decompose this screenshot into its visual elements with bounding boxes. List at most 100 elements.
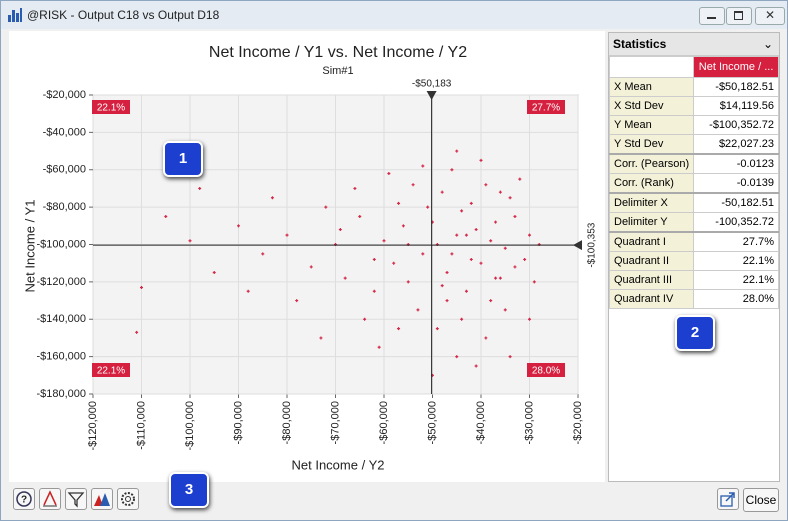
point — [372, 289, 376, 293]
stat-row: Corr. (Rank) -0.0139 — [608, 173, 779, 194]
chart: Net Income / Y1 vs. Net Income / Y2 Sim#… — [9, 31, 605, 482]
x-tick-label: -$70,000 — [329, 401, 341, 444]
delimiter-y-label: -$100,353 — [587, 222, 598, 267]
statistics-table: Net Income / ... X Mean -$50,182.51 X Std … — [608, 56, 779, 309]
x-tick-label: -$30,000 — [523, 401, 535, 444]
stat-value: -50,182.51 — [693, 192, 779, 213]
point — [455, 233, 459, 237]
stat-value: -$100,352.72 — [693, 115, 779, 135]
point — [503, 246, 507, 250]
point — [421, 164, 425, 168]
y-axis-label: Net Income / Y1 — [22, 200, 37, 293]
stat-row: Quadrant IV 28.0% — [608, 289, 779, 309]
quadrant-badge — [92, 100, 130, 114]
point — [164, 214, 168, 218]
stat-row: Quadrant II 22.1% — [608, 251, 779, 271]
stat-value: -0.0139 — [693, 173, 779, 194]
point — [513, 265, 517, 269]
point — [440, 284, 444, 288]
stat-label: Quadrant II — [608, 251, 695, 271]
stat-row: Quadrant III 22.1% — [608, 270, 779, 290]
point — [508, 355, 512, 359]
stat-label: Y Std Dev — [608, 134, 695, 155]
point — [237, 224, 240, 228]
stat-value: 28.0% — [693, 289, 779, 309]
y-tick-label: -$180,000 — [36, 388, 86, 400]
point — [261, 252, 265, 256]
stat-label: Quadrant III — [608, 270, 695, 290]
filter-button[interactable] — [65, 488, 87, 510]
x-tick-label: -$60,000 — [378, 401, 390, 444]
svg-text:?: ? — [21, 495, 27, 506]
point — [469, 201, 473, 205]
title-bar: @RISK - Output C18 vs Output D18 ✕ — [1, 1, 787, 29]
point — [479, 158, 483, 162]
quadrant-badge — [92, 363, 130, 377]
point — [469, 257, 473, 261]
close-button[interactable]: Close — [743, 488, 779, 512]
point — [363, 317, 367, 321]
y-tick-label: -$140,000 — [36, 313, 86, 325]
y-tick-label: -$40,000 — [43, 126, 86, 138]
point — [460, 317, 464, 321]
x-tick-label: -$20,000 — [572, 401, 584, 444]
stat-label: Delimiter X — [608, 192, 695, 213]
y-tick-label: -$60,000 — [43, 164, 86, 176]
point — [426, 205, 430, 209]
point — [498, 276, 502, 280]
settings-button[interactable] — [117, 488, 139, 510]
point — [450, 252, 454, 256]
stat-value: -100,352.72 — [693, 212, 779, 233]
chart-type-button[interactable] — [91, 488, 113, 510]
export-button[interactable] — [717, 488, 739, 510]
x-tick-label: -$110,000 — [135, 401, 147, 450]
app-icon — [8, 8, 22, 22]
help-button[interactable]: ? — [13, 488, 35, 510]
stat-label: Corr. (Rank) — [608, 173, 695, 194]
point — [489, 299, 493, 303]
x-tick-label: -$80,000 — [281, 401, 293, 444]
stat-value: $22,027.23 — [693, 134, 779, 155]
minimize-button[interactable] — [699, 7, 725, 25]
quadrant-badge — [527, 100, 565, 114]
quadrant-label: 28.0% — [532, 366, 560, 377]
point — [401, 224, 405, 228]
statistics-header[interactable]: Statistics ⌄ — [609, 33, 779, 56]
point — [324, 205, 328, 209]
stat-row: Delimiter X -50,182.51 — [608, 192, 779, 213]
point — [397, 201, 401, 205]
quadrant-label: 22.1% — [97, 103, 125, 114]
delimiter-x-label: -$50,183 — [412, 79, 452, 90]
stat-value: -0.0123 — [693, 153, 779, 174]
quadrant-badge — [527, 363, 565, 377]
point — [479, 261, 483, 265]
point — [445, 271, 449, 275]
point — [528, 317, 531, 321]
point — [309, 265, 313, 269]
graph-format-button[interactable] — [39, 488, 61, 510]
x-tick-label: -$40,000 — [475, 401, 487, 444]
point — [246, 289, 250, 293]
point — [353, 186, 357, 190]
quadrant-label: 27.7% — [532, 103, 560, 114]
point — [416, 308, 420, 312]
point — [338, 228, 342, 232]
point — [455, 149, 459, 153]
stat-value: -$50,182.51 — [693, 77, 779, 97]
close-window-button[interactable]: ✕ — [755, 7, 785, 25]
y-tick-label: -$160,000 — [36, 351, 86, 363]
x-tick-label: -$100,000 — [184, 401, 196, 451]
stat-label: X Mean — [608, 77, 695, 97]
maximize-button[interactable] — [726, 7, 752, 25]
x-tick-label: -$90,000 — [232, 401, 244, 444]
y-tick-label: -$120,000 — [36, 276, 86, 288]
point — [387, 171, 391, 175]
window-title: @RISK - Output C18 vs Output D18 — [27, 8, 220, 22]
column-header: Net Income / ... — [693, 56, 779, 78]
point — [484, 183, 488, 187]
callout: 3 — [169, 472, 209, 508]
point — [212, 271, 216, 275]
point — [411, 183, 415, 187]
point — [382, 239, 386, 243]
